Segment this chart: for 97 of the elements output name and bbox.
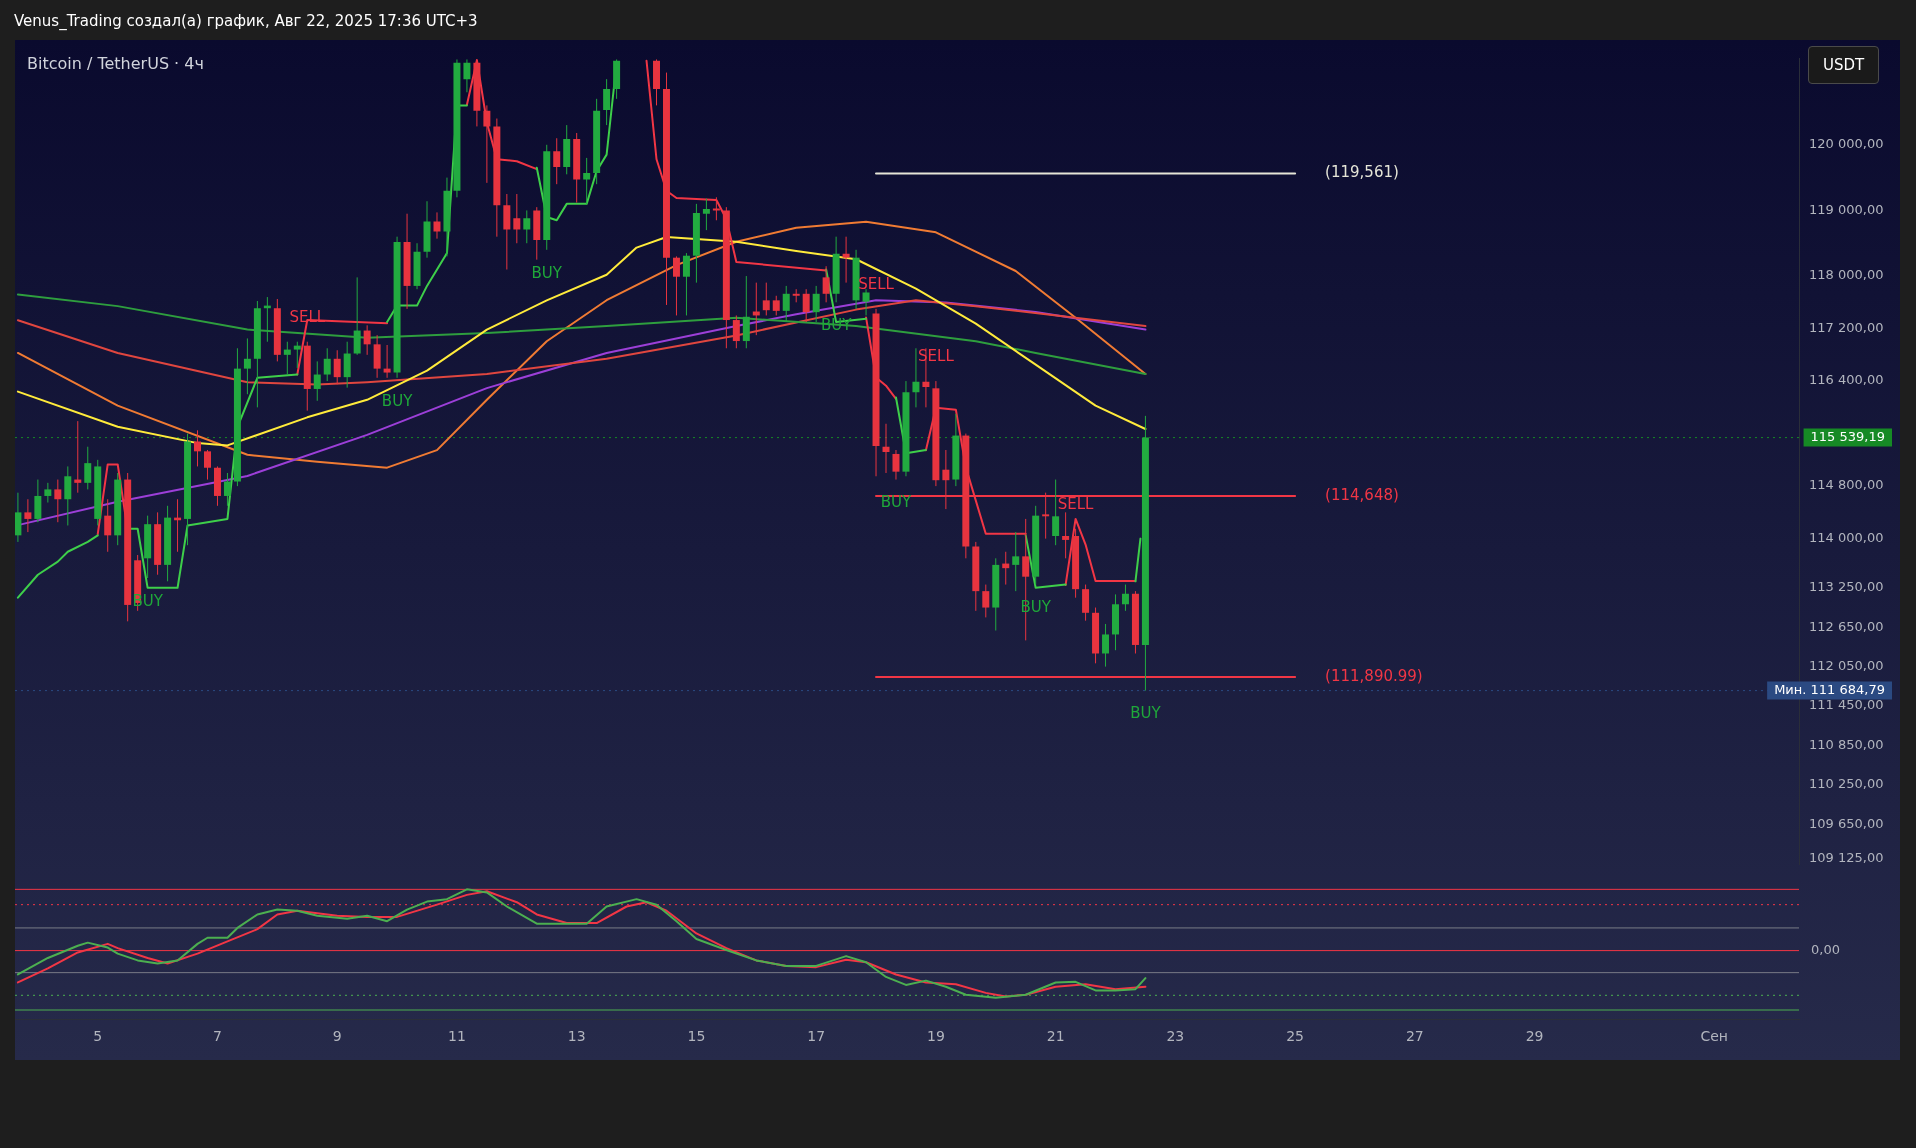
candlestick bbox=[1121, 584, 1129, 612]
x-tick-label: 5 bbox=[93, 1028, 103, 1045]
ref-line-label: 0,00 bbox=[1811, 941, 1840, 957]
candlestick bbox=[1012, 531, 1020, 592]
candlestick bbox=[194, 429, 202, 467]
candlestick bbox=[772, 295, 780, 316]
y-tick-label: 112 650,00 bbox=[1809, 618, 1884, 634]
candlestick bbox=[982, 584, 990, 618]
y-tick-label: 110 250,00 bbox=[1809, 776, 1884, 792]
chart-subtitle: Bitcoin / TetherUS · 4ч bbox=[27, 54, 204, 73]
candlestick bbox=[44, 482, 52, 504]
candlestick bbox=[892, 449, 900, 481]
candlestick bbox=[782, 285, 790, 323]
x-tick-label: 21 bbox=[1046, 1028, 1065, 1045]
candlestick bbox=[204, 449, 211, 481]
candlestick bbox=[523, 209, 531, 244]
annotation: SELL bbox=[1057, 494, 1095, 513]
candlestick bbox=[912, 347, 920, 408]
x-tick-label: 17 bbox=[807, 1028, 826, 1045]
candlestick bbox=[483, 104, 491, 184]
text: (119,561) bbox=[1325, 163, 1399, 182]
annotation: BUY bbox=[381, 391, 414, 410]
candlestick bbox=[682, 252, 690, 316]
y-tick-label: 119 000,00 bbox=[1809, 201, 1884, 217]
y-tick-label: 117 200,00 bbox=[1809, 319, 1884, 335]
candlestick bbox=[463, 58, 471, 93]
y-tick-label: 113 250,00 bbox=[1809, 579, 1884, 595]
text: (114,648) bbox=[1325, 485, 1399, 504]
candlestick bbox=[15, 492, 22, 543]
candlestick bbox=[323, 347, 331, 382]
candlestick bbox=[223, 472, 231, 507]
candlestick bbox=[812, 285, 820, 323]
candlestick bbox=[84, 446, 92, 490]
chart-title: Venus_Trading создал(а) график, Авг 22, 2025 17:36 UTC+3 bbox=[14, 12, 478, 30]
candlestick bbox=[842, 236, 850, 284]
y-tick-label: 120 000,00 bbox=[1809, 136, 1884, 152]
y-tick-label: 114 000,00 bbox=[1809, 530, 1884, 545]
candlestick bbox=[1062, 511, 1070, 559]
candlestick bbox=[802, 288, 810, 323]
candlestick bbox=[104, 498, 112, 553]
y-tick-label: 114 800,00 bbox=[1809, 477, 1884, 493]
annotation: BUY bbox=[1130, 704, 1162, 723]
candlestick bbox=[283, 341, 291, 376]
candlestick bbox=[64, 465, 72, 526]
annotation: SELL bbox=[289, 307, 326, 326]
candlestick bbox=[513, 193, 521, 244]
y-axis-title: USDT bbox=[1808, 46, 1880, 84]
candlestick bbox=[433, 211, 441, 240]
candlestick bbox=[363, 324, 371, 356]
candlestick bbox=[24, 498, 32, 533]
candlestick bbox=[74, 420, 82, 494]
candlestick bbox=[1052, 479, 1060, 546]
x-tick-label: 27 bbox=[1405, 1028, 1424, 1045]
x-tick-label: 11 bbox=[448, 1028, 466, 1045]
y-tick-label: 109 650,00 bbox=[1809, 815, 1884, 831]
candlestick bbox=[822, 265, 830, 303]
candlestick bbox=[343, 341, 351, 389]
x-tick-label: 29 bbox=[1525, 1028, 1544, 1045]
x-tick-label: 9 bbox=[332, 1028, 342, 1045]
candlestick bbox=[702, 198, 710, 231]
y-tick-label: 112 050,00 bbox=[1809, 658, 1884, 673]
candlestick bbox=[553, 137, 561, 185]
x-tick-label: Сен bbox=[1700, 1028, 1728, 1045]
candlestick bbox=[1102, 623, 1110, 668]
candlestick bbox=[383, 344, 391, 379]
ref-line-label: Мин. 111 684,79 bbox=[1774, 681, 1886, 697]
candlestick bbox=[34, 479, 42, 523]
candlestick bbox=[353, 276, 361, 356]
x-tick-label: 15 bbox=[687, 1028, 706, 1045]
text: (111,890.99) bbox=[1325, 666, 1423, 685]
annotation: SELL bbox=[858, 274, 895, 293]
candlestick bbox=[293, 341, 301, 369]
y-tick-label: 109 125,00 bbox=[1809, 850, 1884, 865]
candlestick bbox=[762, 282, 770, 316]
x-tick-label: 19 bbox=[926, 1028, 945, 1045]
ref-line-label: 115 539,19 bbox=[1810, 428, 1885, 444]
y-tick-label: 116 400,00 bbox=[1809, 372, 1884, 388]
x-tick-label: 25 bbox=[1286, 1028, 1305, 1045]
candlestick bbox=[712, 196, 720, 221]
candlestick bbox=[54, 479, 62, 523]
x-tick-label: 23 bbox=[1166, 1028, 1185, 1045]
candlestick bbox=[583, 157, 591, 205]
x-tick-label: 13 bbox=[567, 1028, 586, 1045]
y-tick-label: 110 850,00 bbox=[1809, 736, 1884, 752]
annotation: BUY bbox=[531, 263, 563, 282]
candlestick bbox=[862, 288, 870, 316]
x-tick-label: 7 bbox=[213, 1028, 222, 1045]
y-tick-label: 111 450,00 bbox=[1809, 697, 1884, 713]
candlestick bbox=[1082, 584, 1090, 622]
candlestick bbox=[313, 360, 321, 402]
candlestick bbox=[333, 349, 341, 385]
candlestick bbox=[732, 314, 740, 349]
candlestick bbox=[672, 255, 680, 316]
candlestick bbox=[603, 78, 611, 126]
annotation: BUY bbox=[880, 493, 913, 512]
candlestick bbox=[243, 337, 251, 395]
y-tick-label: 118 000,00 bbox=[1809, 267, 1884, 283]
